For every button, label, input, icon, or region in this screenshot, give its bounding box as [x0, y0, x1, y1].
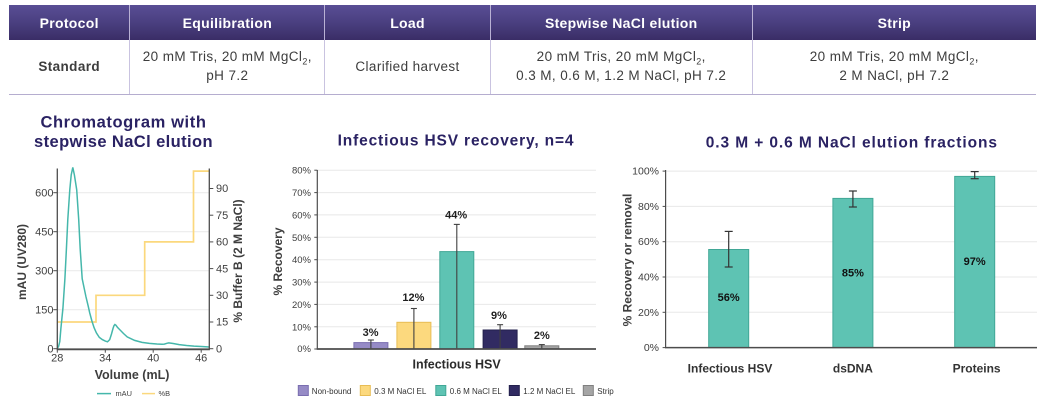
- svg-text:10%: 10%: [292, 322, 312, 333]
- svg-text:40%: 40%: [638, 272, 659, 284]
- svg-text:3%: 3%: [363, 327, 379, 339]
- svg-text:Strip: Strip: [597, 387, 614, 396]
- svg-text:56%: 56%: [718, 292, 740, 304]
- svg-text:97%: 97%: [964, 256, 986, 268]
- svg-text:85%: 85%: [842, 268, 864, 280]
- svg-text:1.2 M NaCl EL: 1.2 M NaCl EL: [523, 387, 576, 396]
- svg-text:9%: 9%: [491, 310, 507, 322]
- svg-text:0: 0: [216, 343, 222, 355]
- svg-text:Non-bound: Non-bound: [312, 387, 352, 396]
- svg-text:Infectious HSV: Infectious HSV: [688, 362, 773, 376]
- svg-text:60: 60: [216, 237, 228, 249]
- svg-text:80%: 80%: [292, 166, 312, 177]
- svg-text:150: 150: [35, 304, 53, 316]
- svg-text:300: 300: [35, 265, 53, 277]
- svg-text:75: 75: [216, 210, 228, 222]
- svg-text:70%: 70%: [292, 188, 312, 199]
- svg-text:45: 45: [216, 263, 228, 275]
- svg-text:mAU: mAU: [116, 389, 132, 398]
- svg-text:450: 450: [35, 226, 53, 238]
- svg-text:% Buffer B (2 M NaCl): % Buffer B (2 M NaCl): [231, 199, 245, 322]
- svg-text:30: 30: [216, 290, 228, 302]
- svg-text:% Recovery: % Recovery: [271, 227, 285, 295]
- svg-text:0.3 M + 0.6 M NaCl elution fra: 0.3 M + 0.6 M NaCl elution fractions: [706, 134, 998, 151]
- svg-text:Infectious HSV: Infectious HSV: [412, 358, 501, 372]
- svg-text:60%: 60%: [638, 236, 659, 248]
- svg-text:80%: 80%: [638, 201, 659, 213]
- svg-text:40: 40: [147, 353, 159, 365]
- svg-text:90: 90: [216, 183, 228, 195]
- svg-text:28: 28: [51, 353, 63, 365]
- svg-text:50%: 50%: [292, 233, 312, 244]
- svg-text:46: 46: [195, 353, 207, 365]
- svg-text:20%: 20%: [292, 300, 312, 311]
- svg-text:%B: %B: [159, 389, 171, 398]
- svg-text:100%: 100%: [632, 166, 659, 178]
- svg-text:stepwise NaCl elution: stepwise NaCl elution: [34, 133, 213, 151]
- svg-text:40%: 40%: [292, 255, 312, 266]
- svg-text:30%: 30%: [292, 278, 312, 289]
- svg-text:% Recovery or removal: % Recovery or removal: [621, 194, 635, 327]
- svg-text:dsDNA: dsDNA: [833, 362, 873, 376]
- svg-text:34: 34: [99, 353, 111, 365]
- svg-text:0%: 0%: [297, 344, 311, 355]
- svg-text:0.6 M NaCl EL: 0.6 M NaCl EL: [450, 387, 503, 396]
- svg-text:600: 600: [35, 187, 53, 199]
- svg-text:Volume (mL): Volume (mL): [95, 368, 170, 382]
- svg-text:mAU (UV280): mAU (UV280): [15, 224, 29, 300]
- svg-text:60%: 60%: [292, 210, 312, 221]
- svg-text:Chromatogram with: Chromatogram with: [40, 113, 206, 131]
- svg-text:2%: 2%: [534, 330, 550, 342]
- svg-text:0: 0: [47, 343, 53, 355]
- svg-text:Infectious HSV recovery, n=4: Infectious HSV recovery, n=4: [338, 133, 575, 150]
- svg-text:0%: 0%: [644, 342, 659, 354]
- svg-text:15: 15: [216, 317, 228, 329]
- svg-text:20%: 20%: [638, 307, 659, 319]
- svg-text:44%: 44%: [445, 210, 467, 222]
- svg-text:Proteins: Proteins: [953, 362, 1001, 376]
- svg-text:0.3 M NaCl EL: 0.3 M NaCl EL: [374, 387, 427, 396]
- svg-text:12%: 12%: [402, 292, 424, 304]
